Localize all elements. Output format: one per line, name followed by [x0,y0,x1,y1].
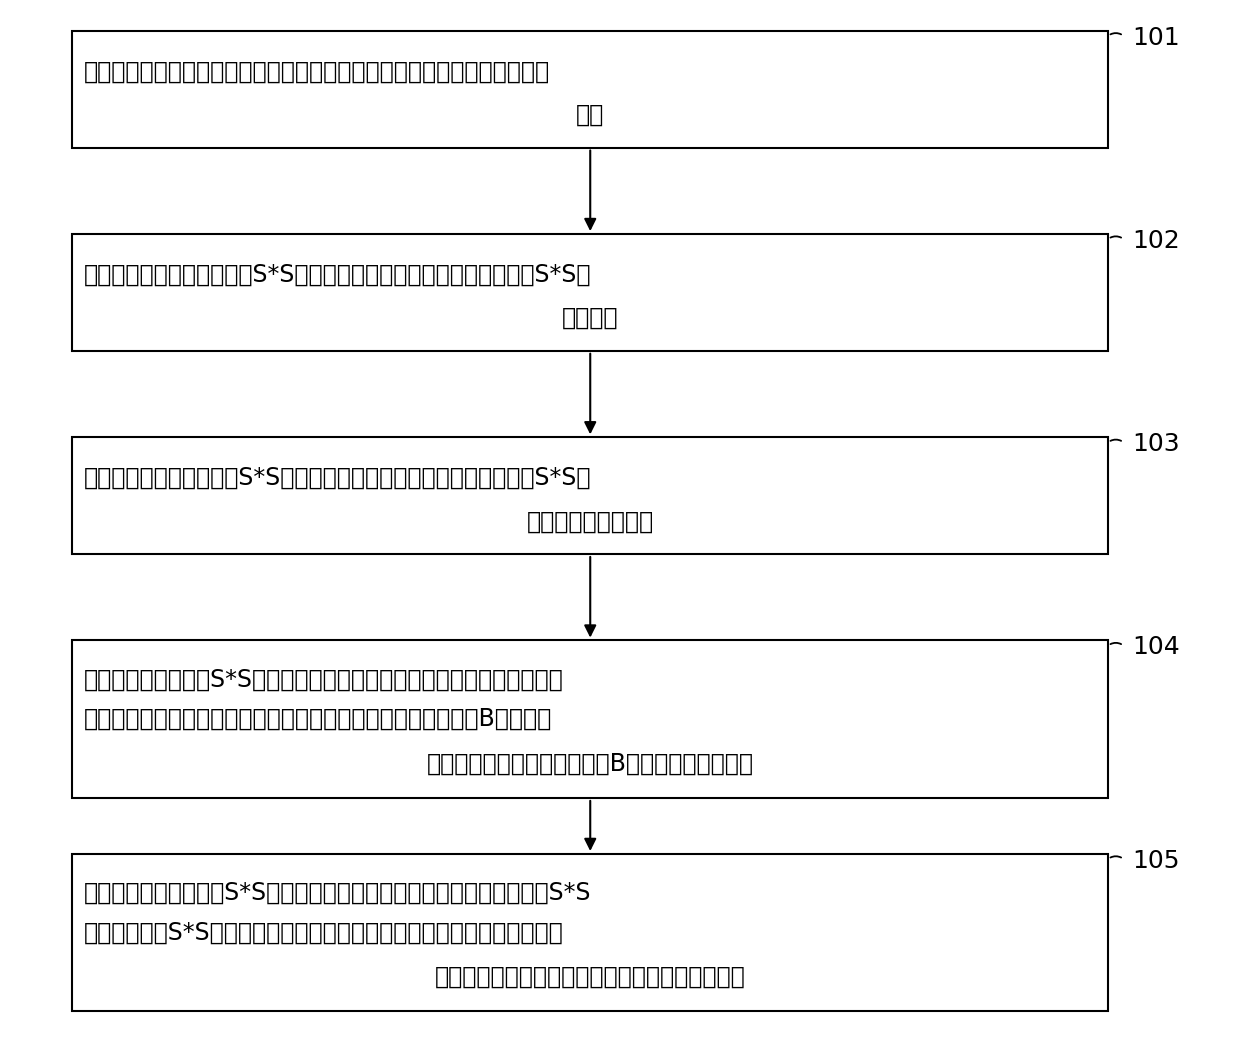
Text: 的预测边框信息包括：表格存在于第二网格的概率。第二网格的B个预测边: 的预测边框信息包括：表格存在于第二网格的概率。第二网格的B个预测边 [84,707,553,731]
Text: 将每张样本文档页面划分为S*S个第一网格，并将每张样本图像划分为S*S个: 将每张样本文档页面划分为S*S个第一网格，并将每张样本图像划分为S*S个 [84,262,591,287]
Text: 获取多张包含表格的样本文档页面，并将样本文档页面转换为图像作为样本: 获取多张包含表格的样本文档页面，并将样本文档页面转换为图像作为样本 [84,59,551,84]
Text: 第一网格的语义信息: 第一网格的语义信息 [527,509,653,533]
Text: 将所有样本文档页面的S*S个第一网格的语义信息，以及所有样本图像的S*S: 将所有样本文档页面的S*S个第一网格的语义信息，以及所有样本图像的S*S [84,881,591,905]
Text: 框的位置信息以及第二网格的B个预测边框的置信度: 框的位置信息以及第二网格的B个预测边框的置信度 [427,752,754,776]
Text: 图像: 图像 [577,103,604,127]
Text: ，生成用于预测表格边框信息的表格边框预测模型: ，生成用于预测表格边框信息的表格边框预测模型 [435,964,745,988]
Text: 获取每张样本图像的S*S个第二网格的预测边框信息；其中，每个第二网格: 获取每张样本图像的S*S个第二网格的预测边框信息；其中，每个第二网格 [84,668,564,692]
Text: 个第二网格和S*S个预测边框信息作为训练样本集，迭代训练图像识别模型: 个第二网格和S*S个预测边框信息作为训练样本集，迭代训练图像识别模型 [84,921,564,945]
Text: 103: 103 [1132,432,1179,456]
FancyBboxPatch shape [72,438,1109,554]
Text: 102: 102 [1132,229,1179,253]
FancyBboxPatch shape [72,641,1109,798]
Text: 104: 104 [1132,636,1179,660]
FancyBboxPatch shape [72,853,1109,1011]
Text: 获取每张样本文档页面的S*S个第一网格所包含文本的语义信息，作为S*S个: 获取每张样本文档页面的S*S个第一网格所包含文本的语义信息，作为S*S个 [84,466,591,491]
Text: 105: 105 [1132,848,1179,873]
FancyBboxPatch shape [72,234,1109,351]
Text: 第二网格: 第二网格 [562,306,619,330]
Text: 101: 101 [1132,26,1179,50]
FancyBboxPatch shape [72,31,1109,147]
